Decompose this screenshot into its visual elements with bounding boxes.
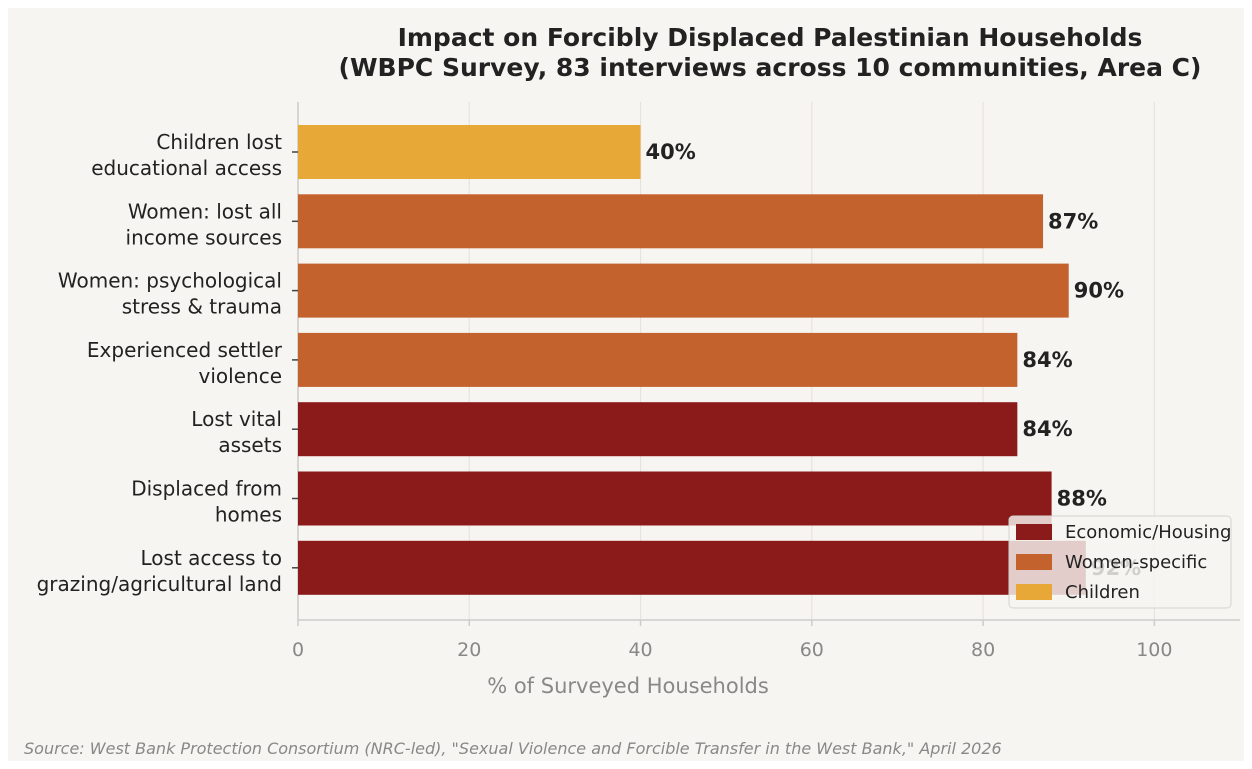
legend-label-0: Economic/Housing [1065, 522, 1231, 543]
category-label-6: Lost access to grazing/agricultural land [37, 546, 282, 596]
x-tick-label-2: 40 [628, 639, 652, 661]
value-label-4: 84% [1022, 417, 1072, 441]
category-labels: Children lost educational access Women: lo… [37, 130, 298, 596]
x-tick-label-5: 100 [1136, 639, 1172, 661]
chart-figure: Impact on Forcibly Displaced Palestinian… [8, 8, 1244, 761]
category-label-4: Lost vital assets [191, 407, 282, 457]
bar-6 [298, 540, 1086, 595]
legend-swatch-1 [1016, 554, 1052, 570]
value-label-2: 90% [1074, 279, 1124, 303]
x-tick-label-4: 80 [971, 639, 995, 661]
x-axis-title: % of Surveyed Households [487, 674, 769, 698]
value-label-1: 87% [1048, 209, 1098, 233]
bars [298, 125, 1086, 595]
category-label-0: Children lost educational access [91, 130, 282, 180]
bar-3 [298, 332, 1018, 387]
legend-box [1008, 515, 1232, 609]
legend-swatch-0 [1016, 524, 1052, 540]
value-label-0: 40% [646, 140, 696, 164]
source-note: Source: West Bank Protection Consortium … [24, 739, 1002, 758]
category-label-5: Displaced from homes [131, 477, 282, 527]
legend: Economic/Housing Women-specific Children [1008, 515, 1232, 609]
value-label-3: 84% [1022, 348, 1072, 372]
bar-1 [298, 194, 1044, 249]
legend-swatch-2 [1016, 584, 1052, 600]
bar-0 [298, 125, 641, 179]
chart-title: Impact on Forcibly Displaced Palestinian… [398, 23, 1143, 52]
category-label-2: Women: psychological stress & trauma [58, 269, 282, 319]
bar-4 [298, 402, 1018, 457]
bar-chart: Impact on Forcibly Displaced Palestinian… [24, 23, 1240, 758]
legend-label-1: Women-specific [1065, 552, 1207, 573]
x-tick-label-1: 20 [457, 639, 481, 661]
x-tick-label-0: 0 [292, 639, 304, 661]
chart-subtitle: (WBPC Survey, 83 interviews across 10 co… [339, 53, 1202, 82]
x-tick-label-3: 60 [800, 639, 824, 661]
category-label-1: Women: lost all income sources [126, 199, 282, 249]
value-label-5: 88% [1057, 487, 1107, 511]
category-label-3: Experienced settler violence [87, 338, 283, 388]
bar-2 [298, 263, 1069, 318]
bar-5 [298, 471, 1052, 526]
x-tick-labels: 0 20 40 60 80 100 [292, 620, 1172, 661]
legend-label-2: Children [1065, 582, 1140, 603]
